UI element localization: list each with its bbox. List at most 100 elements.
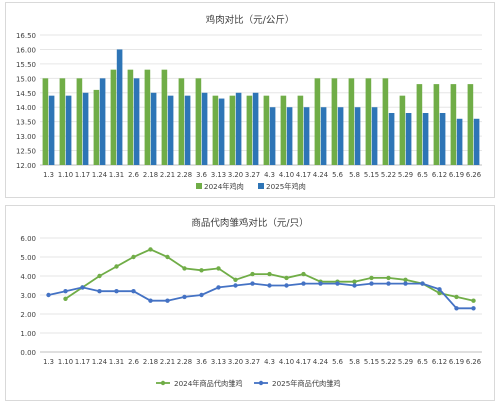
x-tick-label: 4.17 xyxy=(296,171,311,179)
point-2025 xyxy=(233,283,238,288)
y-tick-label: 1.00 xyxy=(20,330,36,338)
bar-2025 xyxy=(116,49,123,165)
point-2024 xyxy=(369,275,374,281)
x-tick-label: 6.19 xyxy=(449,171,464,179)
y-tick-label: 12.50 xyxy=(16,148,36,156)
bar-2025 xyxy=(167,95,174,165)
x-tick-label: 2.28 xyxy=(177,171,192,179)
bar-2024 xyxy=(416,84,423,165)
x-tick-label: 5.15 xyxy=(364,171,379,179)
bar-2024 xyxy=(297,95,304,165)
legend: 2024年鸡肉 2025年鸡肉 xyxy=(196,182,306,191)
point-2025 xyxy=(216,285,221,290)
point-2024 xyxy=(97,273,102,279)
bar-2025 xyxy=(150,92,157,165)
x-tick-label: 2.18 xyxy=(143,358,158,366)
x-tick-label: 6.12 xyxy=(432,171,447,179)
point-2025 xyxy=(80,285,85,290)
x-tick-label: 5.8 xyxy=(349,358,360,366)
legend: 2024年商品代肉雏鸡 2025年商品代肉雏鸡 xyxy=(156,379,341,388)
point-2025 xyxy=(131,289,136,294)
x-tick-label: 5.29 xyxy=(398,171,413,179)
bar-2024 xyxy=(365,78,372,165)
x-tick-label: 1.31 xyxy=(109,358,124,366)
bar-2025 xyxy=(422,113,429,165)
x-tick-label: 6.26 xyxy=(466,358,481,366)
bar-2024 xyxy=(212,95,219,165)
line-chart-svg: 商品代肉雏鸡对比（元/只） 0.00 1.00 2.00 3.00 4.00 5.00 6.… xyxy=(20,217,482,388)
point-2024 xyxy=(301,271,306,277)
point-2024 xyxy=(131,254,136,260)
x-axis: 1.3 1.10 1.17 1.24 1.31 2.6 2.18 2.21 2.28 3.6 3.1… xyxy=(43,358,481,366)
x-tick-label: 4.3 xyxy=(264,171,275,179)
point-2025 xyxy=(250,281,255,286)
point-2025 xyxy=(97,289,102,294)
point-2025 xyxy=(437,287,442,292)
bar-2025 xyxy=(320,107,327,165)
y-tick-label: 5.00 xyxy=(20,254,36,262)
x-tick-label: 1.3 xyxy=(43,171,54,179)
point-2025 xyxy=(318,281,323,286)
legend-label: 2025年鸡肉 xyxy=(266,182,306,191)
point-2025 xyxy=(267,283,272,288)
x-tick-label: 3.20 xyxy=(228,358,243,366)
x-tick-label: 3.27 xyxy=(245,358,260,366)
point-2025 xyxy=(420,281,425,286)
x-tick-label: 4.24 xyxy=(313,358,328,366)
bar-2025 xyxy=(456,118,463,165)
point-2025 xyxy=(335,281,340,286)
bar-2024 xyxy=(229,95,236,165)
x-tick-label: 4.3 xyxy=(264,358,275,366)
y-tick-label: 6.00 xyxy=(20,235,36,243)
bar-2025 xyxy=(473,118,480,165)
bars xyxy=(42,49,480,165)
bar-2024 xyxy=(76,78,83,165)
point-2025 xyxy=(284,283,289,288)
y-tick-label: 16.00 xyxy=(16,46,36,54)
point-2024 xyxy=(233,277,238,282)
bar-2025 xyxy=(269,107,276,165)
gridlines xyxy=(40,34,482,166)
bar-2025 xyxy=(48,95,55,165)
bar-2025 xyxy=(82,92,89,165)
y-tick-label: 4.00 xyxy=(20,273,36,281)
legend-marker xyxy=(258,380,264,386)
x-tick-label: 2.28 xyxy=(177,358,192,366)
bar-2025 xyxy=(99,78,106,165)
point-2025 xyxy=(301,281,306,286)
x-tick-label: 4.10 xyxy=(279,171,294,179)
chick-price-line-chart: 商品代肉雏鸡对比（元/只） 0.00 1.00 2.00 3.00 4.00 5.00 6.… xyxy=(5,205,495,401)
x-tick-label: 5.22 xyxy=(381,171,396,179)
series-lines xyxy=(46,247,476,311)
point-2024 xyxy=(386,275,391,281)
x-tick-label: 6.5 xyxy=(417,171,428,179)
gridlines xyxy=(40,237,482,353)
bar-2024 xyxy=(195,78,202,165)
x-tick-label: 2.18 xyxy=(143,171,158,179)
x-tick-label: 1.31 xyxy=(109,171,124,179)
y-tick-label: 15.00 xyxy=(16,75,36,83)
y-tick-label: 15.50 xyxy=(16,61,36,69)
point-2024 xyxy=(182,266,187,271)
bar-2024 xyxy=(144,69,151,165)
bar-2024 xyxy=(59,78,66,165)
bar-2025 xyxy=(133,78,140,165)
bar-2024 xyxy=(280,95,287,165)
bar-2025 xyxy=(405,113,412,165)
bar-chart-svg: 鸡肉对比（元/公斤） 12.00 12.50 13.00 13.50 14.00 14.5… xyxy=(16,14,482,191)
x-tick-label: 1.17 xyxy=(75,358,90,366)
bar-2024 xyxy=(93,89,100,165)
point-2024 xyxy=(471,298,476,303)
y-tick-label: 13.50 xyxy=(16,119,36,127)
point-2025 xyxy=(199,292,204,298)
point-2024 xyxy=(352,279,357,284)
x-tick-label: 5.6 xyxy=(332,171,343,179)
x-tick-label: 6.26 xyxy=(466,171,481,179)
bar-2025 xyxy=(337,107,344,165)
bar-2024 xyxy=(178,78,185,165)
point-2024 xyxy=(284,275,289,281)
x-tick-label: 4.24 xyxy=(313,171,328,179)
y-tick-label: 0.00 xyxy=(20,349,36,357)
point-2025 xyxy=(471,306,476,311)
x-tick-label: 3.6 xyxy=(196,358,207,366)
